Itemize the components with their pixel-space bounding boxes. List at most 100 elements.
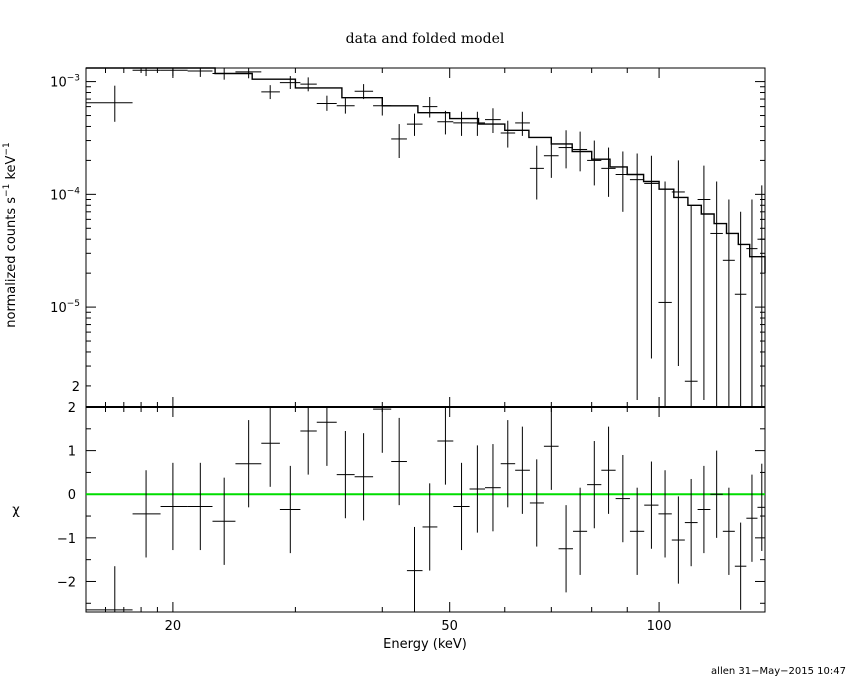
residual-point	[469, 445, 486, 533]
data-point	[212, 68, 236, 80]
residual-point	[684, 478, 698, 567]
y-tick-label-top: 10−4	[50, 186, 80, 203]
y-axis-label-top-exp1: −1	[2, 184, 12, 197]
data-point	[684, 205, 698, 407]
data-point	[746, 199, 758, 407]
data-point	[261, 85, 280, 100]
residual-point	[437, 407, 454, 485]
residual-point	[734, 522, 747, 610]
residual-point	[558, 505, 573, 593]
residual-point	[300, 407, 317, 475]
x-tick-label: 20	[165, 619, 182, 634]
y-tick-label-top: 2	[72, 380, 80, 395]
residual-point	[422, 483, 438, 571]
residual-panel: 20 50 100 −2 −1 0 1 2	[57, 401, 766, 634]
residual-point	[587, 441, 602, 529]
residual-point	[354, 433, 374, 521]
data-point	[601, 147, 616, 197]
chart-title: data and folded model	[346, 31, 505, 47]
y-tick-label-base: 2	[72, 380, 80, 395]
residual-point	[235, 420, 262, 508]
data-point	[644, 155, 659, 359]
data-point	[697, 165, 711, 400]
y-tick-label-top: 10−3	[50, 74, 80, 91]
data-point	[558, 130, 573, 169]
model-curve	[86, 67, 766, 274]
y-tick-label-top: 10−5	[50, 299, 80, 316]
y-axis-label-top-mid: keV	[4, 155, 19, 183]
y-axis-label-top-exp2: −1	[2, 142, 12, 155]
data-point	[160, 68, 188, 77]
data-point	[500, 120, 516, 148]
residual-point	[572, 487, 588, 575]
footer-timestamp: allen 31−May−2015 10:47	[711, 666, 846, 677]
y-tick-label-bottom: 1	[68, 445, 76, 460]
residual-point	[316, 407, 337, 466]
x-axis-label: Energy (keV)	[383, 637, 467, 652]
y-tick-label-bottom: 0	[68, 488, 76, 503]
residual-point	[86, 566, 133, 612]
top-panel: 10−310−410−52	[50, 67, 766, 408]
data-point	[629, 153, 645, 400]
y-tick-label-base: 10	[50, 76, 67, 91]
residual-point	[543, 407, 559, 490]
residual-point	[279, 465, 301, 554]
residual-point	[644, 461, 659, 549]
data-point	[587, 140, 602, 186]
y-axis-label-bottom: χ	[12, 503, 20, 518]
data-point	[391, 124, 407, 159]
residual-point	[615, 454, 630, 543]
residual-point	[160, 462, 188, 551]
y-tick-label-bottom: −2	[57, 575, 76, 590]
residual-point	[453, 462, 470, 551]
residual-point	[500, 420, 516, 508]
data-point	[757, 185, 765, 407]
y-axis-label-top: normalized counts s−1 keV−1	[2, 142, 19, 327]
data-point	[422, 97, 438, 118]
y-tick-label-exp: −3	[67, 74, 80, 84]
data-point	[279, 76, 301, 89]
top-panel-frame	[85, 67, 766, 408]
residual-point	[658, 470, 672, 558]
data-point	[132, 68, 161, 77]
data-point	[235, 68, 262, 79]
data-point	[86, 85, 133, 122]
y-tick-label-bottom: −1	[57, 532, 76, 547]
residual-point	[697, 465, 711, 554]
residual-point	[710, 450, 723, 538]
residual-point	[406, 526, 423, 612]
data-point	[543, 137, 559, 178]
data-point	[671, 160, 685, 367]
y-tick-label-base: 10	[50, 188, 67, 203]
residual-point	[132, 470, 161, 558]
residual-point	[529, 459, 544, 547]
data-point	[529, 145, 544, 200]
data-point	[485, 108, 501, 134]
residual-point	[261, 407, 280, 487]
data-point	[406, 113, 423, 136]
residual-point	[515, 426, 530, 514]
data-point	[373, 97, 392, 116]
data-point	[615, 151, 630, 212]
data-point	[300, 77, 317, 92]
x-tick-label: 100	[647, 619, 672, 634]
residual-point	[187, 462, 213, 551]
residual-point	[722, 487, 735, 575]
data-point	[187, 68, 213, 77]
y-tick-label-base: 10	[50, 301, 67, 316]
y-tick-label-exp: −4	[67, 186, 81, 196]
y-tick-label-exp: −5	[67, 299, 80, 309]
residual-point	[757, 463, 765, 551]
data-point	[469, 111, 486, 136]
data-point	[572, 131, 588, 172]
data-point	[336, 98, 355, 114]
residual-point	[671, 496, 685, 584]
data-point	[722, 199, 735, 407]
residual-point	[746, 474, 758, 562]
data-point	[658, 181, 672, 407]
residual-point	[212, 477, 236, 565]
data-point	[515, 111, 530, 136]
data-point	[453, 111, 470, 136]
data-point	[316, 95, 337, 111]
